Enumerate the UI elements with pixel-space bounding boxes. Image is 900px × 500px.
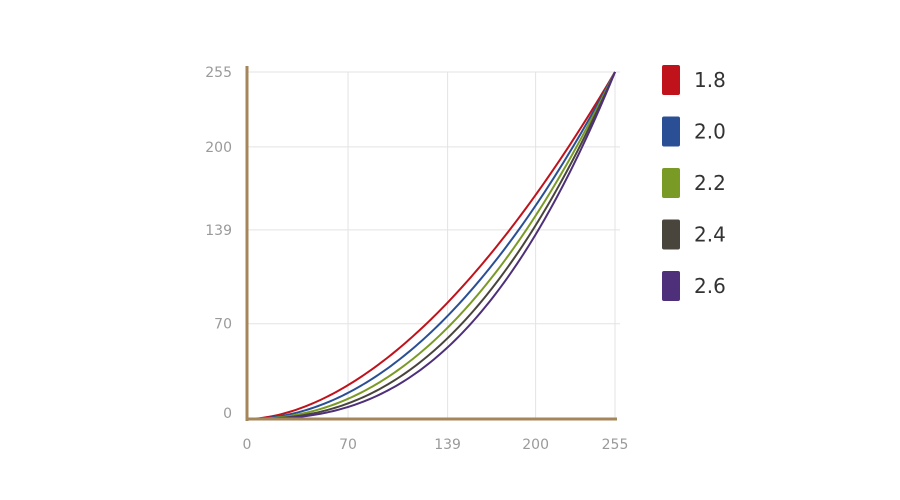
legend-swatch-2.6: [662, 271, 680, 301]
series-line-2.2: [246, 71, 616, 420]
y-tick-label-4: 255: [205, 65, 232, 81]
legend-label-1.8: 1.8: [694, 68, 726, 92]
legend-swatch-2.4: [662, 219, 680, 250]
series-line-2.4: [247, 71, 616, 420]
y-tick-label-0: 0: [223, 406, 232, 422]
series-lines: [246, 71, 616, 420]
x-tick-label-1: 70: [339, 437, 357, 453]
legend-label-2.4: 2.4: [694, 223, 726, 247]
legend-swatch-2.2: [662, 168, 680, 198]
legend-swatch-1.8: [662, 65, 680, 95]
x-tick-label-2: 139: [434, 437, 461, 453]
y-tick-label-2: 139: [205, 223, 232, 239]
legend-label-2.6: 2.6: [694, 274, 726, 298]
series-line-2.0: [246, 71, 616, 420]
series-line-2.6: [247, 71, 616, 420]
legend: 1.8 2.0 2.2 2.4 2.6: [662, 65, 726, 301]
x-tick-label-3: 200: [522, 437, 549, 453]
legend-label-2.0: 2.0: [694, 120, 726, 144]
series-line-1.8: [246, 71, 616, 420]
x-tick-label-4: 255: [602, 437, 629, 453]
axes: [245, 66, 617, 421]
y-tick-label-1: 70: [214, 317, 232, 333]
y-tick-label-3: 200: [205, 140, 232, 156]
tick-labels: 0 70 139 200 255 0 70 139 200 255: [205, 65, 628, 453]
legend-label-2.2: 2.2: [694, 171, 726, 195]
grid-lines: [247, 71, 620, 419]
legend-swatch-2.0: [662, 116, 680, 147]
x-tick-label-0: 0: [243, 437, 252, 453]
